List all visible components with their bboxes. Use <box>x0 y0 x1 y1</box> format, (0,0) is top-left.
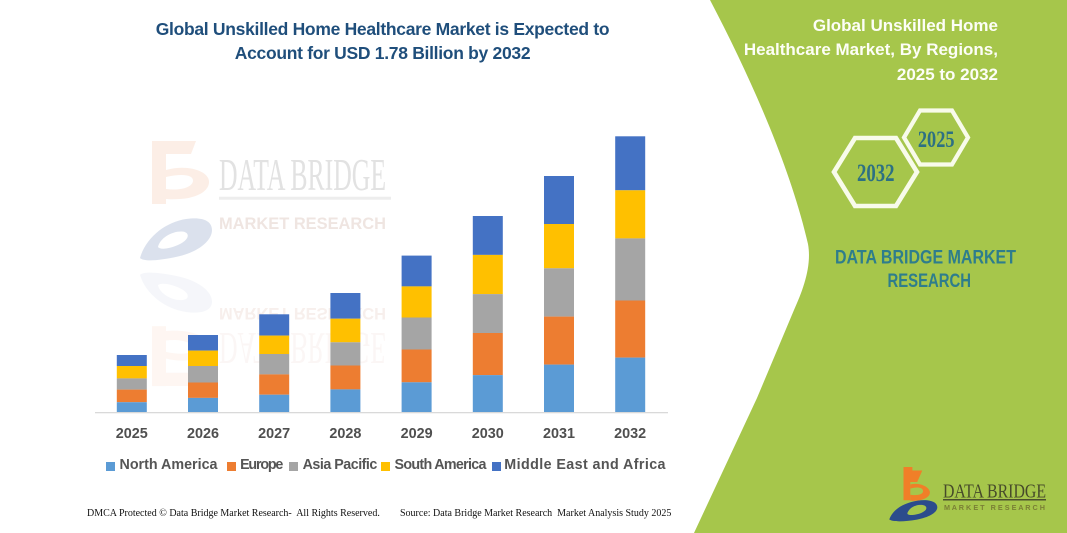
svg-text:DATA BRIDGE: DATA BRIDGE <box>219 150 386 200</box>
svg-text:M A R K E T R E S E A R C H: M A R K E T R E S E A R C H <box>944 503 1045 512</box>
svg-text:MARKET RESEARCH: MARKET RESEARCH <box>219 304 386 323</box>
svg-text:MARKET RESEARCH: MARKET RESEARCH <box>219 214 386 233</box>
svg-text:DATA BRIDGE: DATA BRIDGE <box>943 481 1046 503</box>
svg-text:2032: 2032 <box>857 160 895 187</box>
svg-text:RESEARCH: RESEARCH <box>888 271 972 292</box>
svg-text:2025: 2025 <box>918 127 955 153</box>
svg-text:DATA BRIDGE MARKET: DATA BRIDGE MARKET <box>835 248 1016 269</box>
svg-text:DATA BRIDGE: DATA BRIDGE <box>219 323 386 373</box>
